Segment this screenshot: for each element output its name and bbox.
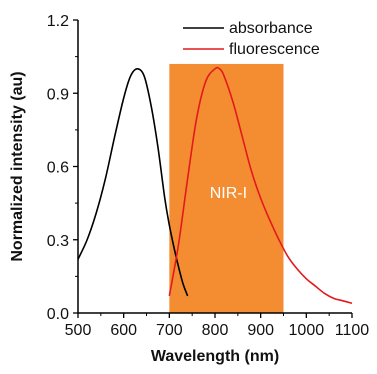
y-tick-label: 1.2 <box>47 13 69 30</box>
series-layer <box>77 66 353 305</box>
x-tick-label: 1000 <box>289 322 325 339</box>
y-tick-label: 0.9 <box>47 86 69 103</box>
series-line-fluorescence <box>168 66 353 305</box>
y-axis-title: Normalized intensity (au) <box>9 71 26 261</box>
y-tick-label: 0.3 <box>47 233 69 250</box>
region-label: NIR-I <box>210 185 247 202</box>
legend: absorbance fluorescence <box>183 20 320 58</box>
region-nir-i <box>169 63 284 314</box>
series-line-absorbance <box>77 68 189 297</box>
x-axis-title: Wavelength (nm) <box>151 348 279 365</box>
regions-layer: NIR-I <box>169 63 284 314</box>
x-tick-label: 900 <box>247 322 274 339</box>
x-tick-label: 700 <box>156 322 183 339</box>
x-tick-label: 600 <box>110 322 137 339</box>
x-tick-label: 500 <box>65 322 92 339</box>
x-tick-label: 800 <box>202 322 229 339</box>
ticks-layer: 500 600 700 800 900 1000 1100 0.0 0.3 0.6 0.9 1.2 <box>47 13 370 339</box>
legend-label-absorbance: absorbance <box>229 20 313 37</box>
legend-label-fluorescence: fluorescence <box>229 41 320 58</box>
y-tick-label: 0.6 <box>47 160 69 177</box>
x-tick-label: 1100 <box>335 322 370 339</box>
y-tick-label: 0.0 <box>47 306 69 323</box>
